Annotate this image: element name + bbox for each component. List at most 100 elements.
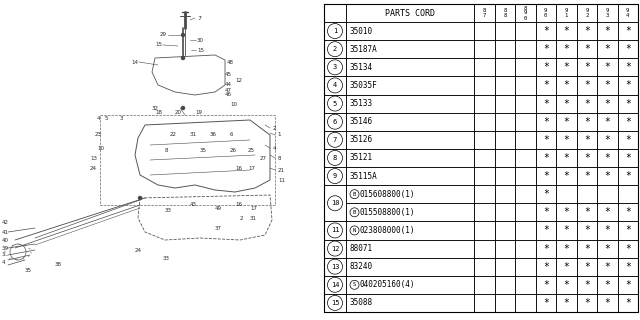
Text: 20: 20: [175, 109, 182, 115]
Text: 22: 22: [170, 132, 177, 138]
Text: *: *: [625, 80, 630, 91]
Text: *: *: [604, 280, 610, 290]
Text: *: *: [584, 153, 589, 163]
Text: 14: 14: [331, 282, 339, 288]
Text: 40: 40: [2, 237, 9, 243]
Text: 8: 8: [165, 148, 168, 153]
Text: 44: 44: [225, 83, 232, 87]
Text: *: *: [584, 135, 589, 145]
Text: 14: 14: [131, 60, 138, 65]
Text: *: *: [543, 44, 548, 54]
Text: 2: 2: [333, 46, 337, 52]
Text: *: *: [584, 80, 589, 91]
Text: 15: 15: [197, 47, 204, 52]
Text: 30: 30: [197, 37, 204, 43]
Text: *: *: [563, 117, 569, 127]
Text: 8
9
0: 8 9 0: [524, 5, 527, 20]
Text: *: *: [543, 298, 548, 308]
Text: *: *: [543, 62, 548, 72]
Text: 015608800(1): 015608800(1): [360, 190, 415, 199]
Text: 9: 9: [333, 173, 337, 179]
Text: *: *: [584, 280, 589, 290]
Text: 9
1: 9 1: [564, 8, 568, 18]
Text: *: *: [543, 244, 548, 253]
Text: 10: 10: [331, 200, 339, 206]
Text: 49: 49: [215, 205, 222, 211]
Text: 11: 11: [331, 228, 339, 233]
Text: *: *: [625, 135, 630, 145]
Text: *: *: [604, 80, 610, 91]
Text: *: *: [604, 244, 610, 253]
Text: 35115A: 35115A: [349, 172, 377, 180]
Text: 4: 4: [333, 83, 337, 88]
Text: *: *: [563, 135, 569, 145]
Text: *: *: [584, 99, 589, 108]
Text: *: *: [563, 298, 569, 308]
Text: *: *: [625, 44, 630, 54]
Text: *: *: [563, 99, 569, 108]
Text: N: N: [353, 228, 356, 233]
Text: 17: 17: [248, 165, 255, 171]
Text: *: *: [584, 117, 589, 127]
Text: 13: 13: [90, 156, 97, 161]
Text: *: *: [584, 171, 589, 181]
Text: 9
0: 9 0: [544, 8, 547, 18]
Text: S: S: [353, 282, 356, 287]
Text: 2: 2: [273, 125, 276, 131]
Circle shape: [181, 56, 185, 60]
Text: 6: 6: [230, 132, 234, 138]
Text: *: *: [563, 26, 569, 36]
Text: 15: 15: [155, 43, 162, 47]
Text: 42: 42: [2, 220, 9, 225]
Text: *: *: [625, 244, 630, 253]
Text: *: *: [563, 244, 569, 253]
Text: *: *: [543, 99, 548, 108]
Text: 8
8: 8 8: [503, 8, 506, 18]
Text: *: *: [604, 262, 610, 272]
Text: 040205160(4): 040205160(4): [360, 280, 415, 289]
Text: *: *: [625, 298, 630, 308]
Text: 31: 31: [250, 215, 257, 220]
Text: *: *: [604, 44, 610, 54]
Text: *: *: [543, 262, 548, 272]
Text: 19: 19: [195, 109, 202, 115]
Text: 8: 8: [333, 155, 337, 161]
Text: 2: 2: [240, 215, 243, 220]
Text: *: *: [563, 171, 569, 181]
Text: 35: 35: [200, 148, 207, 153]
Text: 24: 24: [90, 165, 97, 171]
Text: 26: 26: [230, 148, 237, 153]
Text: *: *: [604, 298, 610, 308]
Text: 39: 39: [2, 245, 9, 251]
Text: 8
7: 8 7: [483, 8, 486, 18]
Text: 35126: 35126: [349, 135, 372, 144]
Text: 18: 18: [155, 109, 162, 115]
Text: 17: 17: [250, 205, 257, 211]
Text: 41: 41: [2, 229, 9, 235]
Text: 3: 3: [333, 64, 337, 70]
Text: 023808000(1): 023808000(1): [360, 226, 415, 235]
Text: *: *: [563, 262, 569, 272]
Text: 9
2: 9 2: [585, 8, 588, 18]
Text: *: *: [604, 117, 610, 127]
Text: 7: 7: [197, 15, 201, 20]
Text: *: *: [543, 26, 548, 36]
Text: 25: 25: [248, 148, 255, 153]
Text: 6: 6: [333, 119, 337, 125]
Text: *: *: [563, 44, 569, 54]
Text: *: *: [625, 99, 630, 108]
Text: *: *: [625, 171, 630, 181]
Text: 23: 23: [95, 132, 102, 138]
Text: 10: 10: [230, 102, 237, 108]
Text: *: *: [604, 135, 610, 145]
Text: 35010: 35010: [349, 27, 372, 36]
Text: *: *: [625, 26, 630, 36]
Text: *: *: [584, 225, 589, 236]
Text: 5: 5: [105, 116, 109, 121]
Text: *: *: [563, 80, 569, 91]
Text: 33: 33: [165, 207, 172, 212]
Text: *: *: [604, 62, 610, 72]
Text: 48: 48: [227, 60, 234, 65]
Text: 10: 10: [97, 146, 104, 150]
Text: 4: 4: [97, 116, 100, 121]
